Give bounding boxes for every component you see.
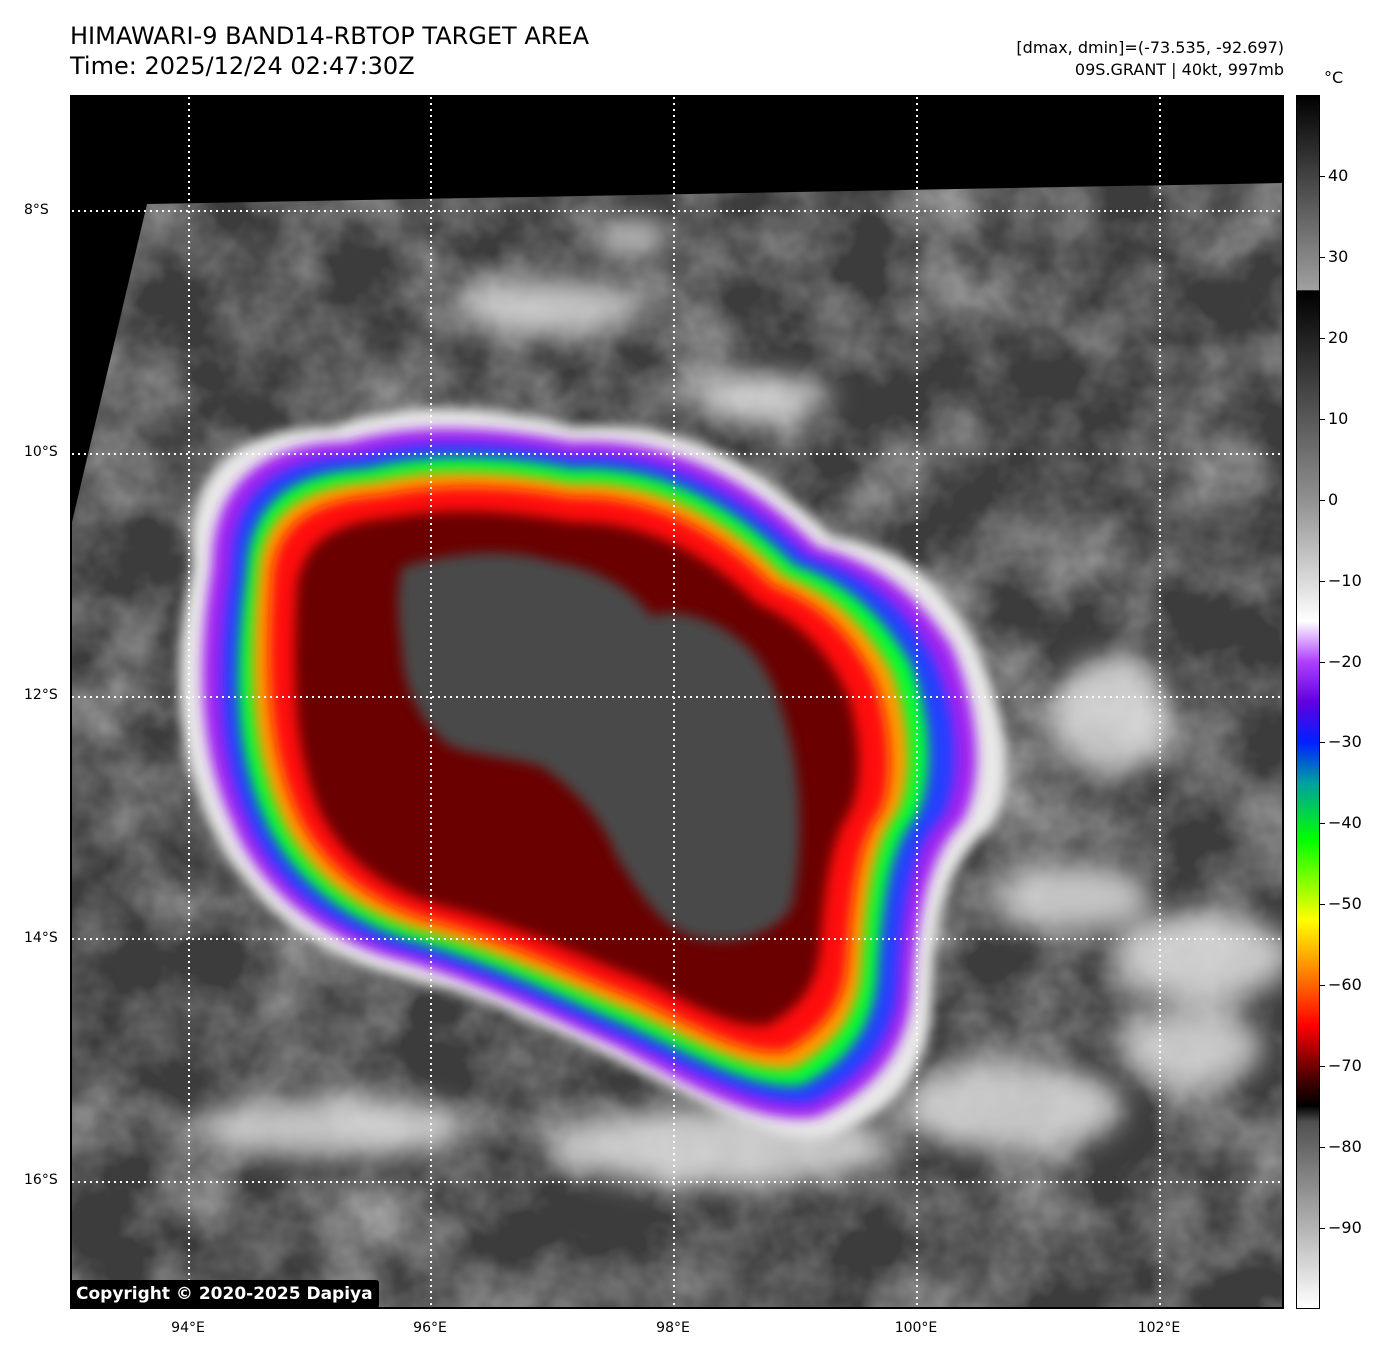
satellite-imagery bbox=[72, 97, 1282, 1307]
colorbar-label: −10 bbox=[1328, 570, 1362, 590]
storm-info: 09S.GRANT | 40kt, 997mb bbox=[1074, 60, 1284, 79]
lon-label-94e: 94°E bbox=[171, 1320, 205, 1336]
colorbar-unit: °C bbox=[1324, 68, 1344, 87]
colorbar-label: 10 bbox=[1328, 408, 1349, 428]
colorbar-tick bbox=[1320, 175, 1325, 177]
lon-label-102e: 102°E bbox=[1137, 1320, 1181, 1336]
colorbar-label: −70 bbox=[1328, 1056, 1362, 1076]
colorbar-tick bbox=[1320, 985, 1325, 987]
colorbar-tick bbox=[1320, 337, 1325, 339]
lon-label-98e: 98°E bbox=[656, 1320, 690, 1336]
lat-label-16s: 16°S bbox=[24, 1172, 58, 1188]
colorbar-tick bbox=[1320, 904, 1325, 906]
colorbar-tick bbox=[1320, 1066, 1325, 1068]
temperature-range: [dmax, dmin]=(-73.535, -92.697) bbox=[1016, 38, 1284, 57]
colorbar-label: 30 bbox=[1328, 246, 1349, 266]
colorbar-label: 40 bbox=[1328, 165, 1349, 185]
colorbar-label: −20 bbox=[1328, 651, 1362, 671]
lat-label-14s: 14°S bbox=[24, 930, 58, 946]
colorbar-label: −90 bbox=[1328, 1218, 1362, 1238]
lat-label-12s: 12°S bbox=[24, 687, 58, 703]
image-title: HIMAWARI-9 BAND14-RBTOP TARGET AREA bbox=[70, 22, 590, 50]
image-time: Time: 2025/12/24 02:47:30Z bbox=[70, 52, 415, 80]
colorbar-label: −40 bbox=[1328, 813, 1362, 833]
colorbar-label: −80 bbox=[1328, 1137, 1362, 1157]
colorbar-label: −30 bbox=[1328, 732, 1362, 752]
colorbar-tick bbox=[1320, 661, 1325, 663]
storm-inner-gray-area bbox=[398, 552, 800, 941]
colorbar-tick bbox=[1320, 418, 1325, 420]
colorbar bbox=[1296, 95, 1320, 1309]
colorbar-tick bbox=[1320, 256, 1325, 258]
colorbar-tick bbox=[1320, 823, 1325, 825]
colorbar-tick bbox=[1320, 742, 1325, 744]
lon-label-100e: 100°E bbox=[894, 1320, 938, 1336]
lon-label-96e: 96°E bbox=[413, 1320, 447, 1336]
colorbar-tick bbox=[1320, 1228, 1325, 1230]
colorbar-tick bbox=[1320, 580, 1325, 582]
satellite-map bbox=[70, 95, 1284, 1309]
lat-label-10s: 10°S bbox=[24, 444, 58, 460]
colorbar-tick bbox=[1320, 499, 1325, 501]
colorbar-tick bbox=[1320, 1147, 1325, 1149]
copyright-badge: Copyright © 2020-2025 Dapiya bbox=[70, 1280, 379, 1308]
colorbar-label: −50 bbox=[1328, 894, 1362, 914]
lat-lon-grid bbox=[72, 97, 1282, 1307]
lat-label-8s: 8°S bbox=[24, 202, 49, 218]
colorbar-label: −60 bbox=[1328, 975, 1362, 995]
colorbar-label: 0 bbox=[1328, 489, 1339, 509]
colorbar-label: 20 bbox=[1328, 327, 1349, 347]
